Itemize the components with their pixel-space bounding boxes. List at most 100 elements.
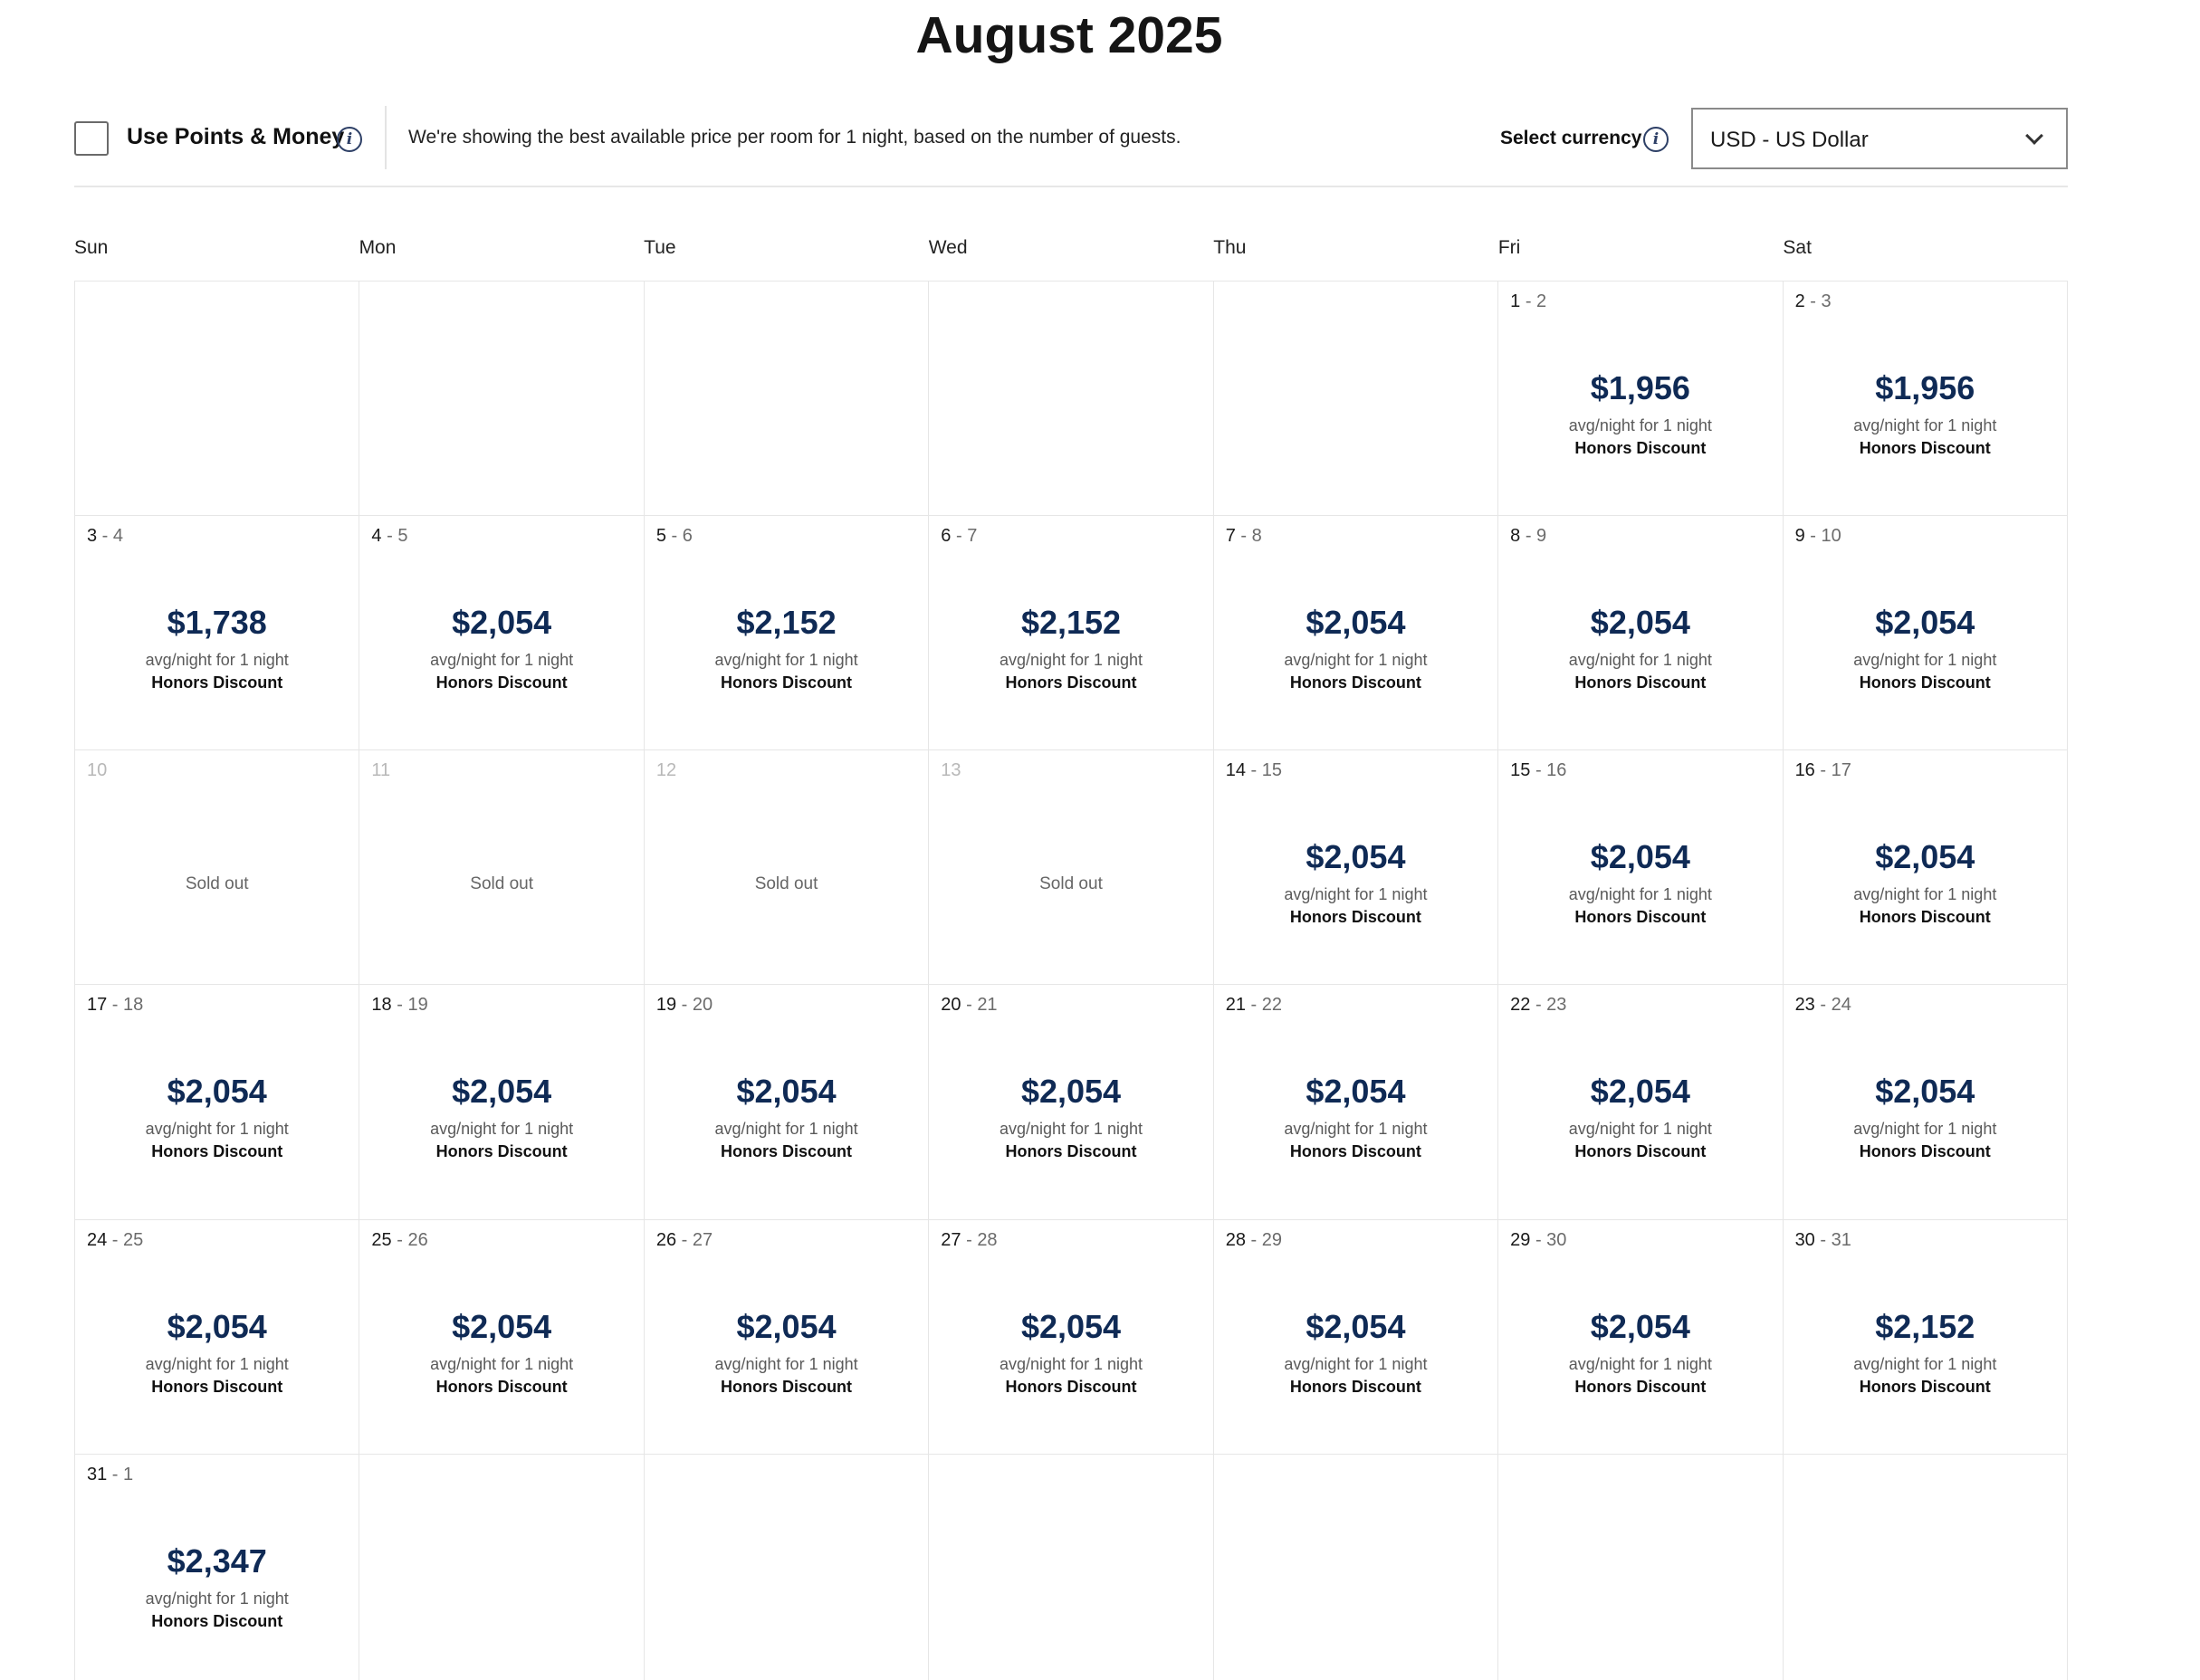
calendar-cell-day[interactable]: 24 - 25 $2,054 avg/night for 1 night Honors…: [75, 1219, 360, 1455]
date-range: 31 - 1: [87, 1465, 133, 1485]
calendar-cell-day[interactable]: 21 - 22 $2,054 avg/night for 1 night Honors…: [1213, 985, 1499, 1220]
use-points-label[interactable]: Use Points & Money: [127, 124, 345, 149]
calendar-cell-day[interactable]: 26 - 27 $2,054 avg/night for 1 night Honors…: [644, 1219, 930, 1455]
nightly-price: $2,054: [1875, 1073, 1975, 1111]
calendar-cell-day[interactable]: 31 - 1 $2,347 avg/night for 1 night Honors …: [75, 1454, 360, 1680]
calendar-cell-day[interactable]: 22 - 23 $2,054 avg/night for 1 night Honors…: [1498, 985, 1784, 1220]
check-in-day: 8: [1510, 526, 1521, 547]
rate-type-label: Honors Discount: [1574, 1142, 1707, 1161]
calendar-cell-day[interactable]: 16 - 17 $2,054 avg/night for 1 night Honors…: [1783, 750, 2068, 986]
check-out-day: 15: [1261, 760, 1282, 781]
nightly-price: $2,054: [452, 1073, 552, 1111]
date-range: 27 - 28: [941, 1230, 997, 1251]
check-out-day: 7: [967, 526, 978, 547]
calendar-cell-day[interactable]: 3 - 4 $1,738 avg/night for 1 night Honors D…: [75, 516, 360, 751]
calendar-cell-empty: [359, 1454, 645, 1680]
check-out-day: 20: [692, 995, 713, 1016]
calendar-cell-day[interactable]: 29 - 30 $2,054 avg/night for 1 night Honors…: [1498, 1219, 1784, 1455]
check-in-day: 19: [655, 995, 677, 1016]
price-note: avg/night for 1 night: [714, 1354, 858, 1373]
check-out-day: 4: [112, 526, 124, 547]
date-label: 13: [941, 760, 961, 781]
check-out-day: 23: [1546, 995, 1567, 1016]
check-out-day: 9: [1536, 526, 1547, 547]
check-out-day: 28: [977, 1229, 998, 1250]
calendar-cell-empty: [644, 282, 930, 517]
calendar-cell-day[interactable]: 30 - 31 $2,152 avg/night for 1 night Honors…: [1783, 1219, 2068, 1455]
check-out-day: 29: [1261, 1229, 1282, 1250]
calendar-cell-day[interactable]: 27 - 28 $2,054 avg/night for 1 night Honors…: [929, 1219, 1214, 1455]
check-in-day: 30: [1794, 1229, 1815, 1250]
weekday-label: Fri: [1497, 237, 1521, 258]
calendar-cell-day[interactable]: 7 - 8 $2,054 avg/night for 1 night Honors D…: [1213, 516, 1499, 751]
range-separator: -: [961, 1229, 978, 1250]
calendar-cell-day[interactable]: 1 - 2 $1,956 avg/night for 1 night Honors D…: [1498, 282, 1784, 517]
date-range: 23 - 24: [1795, 995, 1851, 1016]
check-in-day: 26: [655, 1229, 677, 1250]
nightly-price: $2,054: [1875, 838, 1975, 876]
check-out-day: 22: [1261, 995, 1282, 1016]
sold-out-label: Sold out: [754, 874, 818, 894]
calendar-cell-day[interactable]: 4 - 5 $2,054 avg/night for 1 night Honors D…: [359, 516, 645, 751]
range-separator: -: [665, 526, 683, 547]
calendar-cell-sold-out: 11 Sold out: [359, 750, 645, 986]
price-note: avg/night for 1 night: [1284, 885, 1428, 904]
range-separator: -: [1245, 995, 1262, 1016]
check-in-day: 20: [941, 995, 961, 1016]
weekday-label: Sun: [74, 237, 109, 258]
calendar-cell-day[interactable]: 14 - 15 $2,054 avg/night for 1 night Honors…: [1213, 750, 1499, 986]
date-range: 24 - 25: [87, 1230, 143, 1251]
date-range: 26 - 27: [656, 1230, 713, 1251]
date-label: 10: [87, 760, 108, 781]
calendar-cell-day[interactable]: 23 - 24 $2,054 avg/night for 1 night Honors…: [1783, 985, 2068, 1220]
check-out-day: 1: [123, 1464, 134, 1484]
check-out-day: 10: [1821, 526, 1841, 547]
check-in-day: 3: [87, 526, 98, 547]
check-out-day: 6: [682, 526, 693, 547]
weekday-header: Sun Mon Tue Wed Thu Fri Sat: [74, 237, 2068, 264]
rate-type-label: Honors Discount: [435, 1377, 568, 1396]
calendar-cell-day[interactable]: 6 - 7 $2,152 avg/night for 1 night Honors D…: [929, 516, 1214, 751]
rate-type-label: Honors Discount: [435, 1142, 568, 1161]
calendar-cell-day[interactable]: 2 - 3 $1,956 avg/night for 1 night Honors D…: [1783, 282, 2068, 517]
check-in-day: 31: [87, 1464, 108, 1484]
calendar-cell-day[interactable]: 5 - 6 $2,152 avg/night for 1 night Honors D…: [644, 516, 930, 751]
sold-out-label: Sold out: [1039, 874, 1103, 894]
calendar-cell-empty: [75, 282, 360, 517]
nightly-price: $1,956: [1875, 369, 1975, 406]
price-note: avg/night for 1 night: [430, 1354, 574, 1373]
currency-select[interactable]: USD - US Dollar: [1691, 108, 2068, 169]
price-note: avg/night for 1 night: [1853, 1120, 1997, 1139]
calendar-cell-empty: [929, 282, 1214, 517]
check-in-day: 17: [87, 995, 108, 1016]
rate-type-label: Honors Discount: [1289, 1142, 1421, 1161]
nightly-price: $2,152: [1875, 1307, 1975, 1345]
range-separator: -: [391, 995, 408, 1016]
calendar-cell-sold-out: 12 Sold out: [644, 750, 930, 986]
calendar-cell-day[interactable]: 8 - 9 $2,054 avg/night for 1 night Honors D…: [1498, 516, 1784, 751]
calendar-cell-empty: [1213, 1454, 1499, 1680]
price-note: avg/night for 1 night: [430, 1120, 574, 1139]
info-icon[interactable]: i: [337, 127, 362, 152]
calendar-cell-day[interactable]: 18 - 19 $2,054 avg/night for 1 night Honors…: [359, 985, 645, 1220]
calendar-cell-day[interactable]: 19 - 20 $2,054 avg/night for 1 night Honors…: [644, 985, 930, 1220]
range-separator: -: [1814, 760, 1832, 781]
calendar-cell-day[interactable]: 20 - 21 $2,054 avg/night for 1 night Honors…: [929, 985, 1214, 1220]
range-separator: -: [381, 526, 398, 547]
calendar-cell-day[interactable]: 15 - 16 $2,054 avg/night for 1 night Honors…: [1498, 750, 1784, 986]
calendar-cell-day[interactable]: 25 - 26 $2,054 avg/night for 1 night Honors…: [359, 1219, 645, 1455]
use-points-checkbox[interactable]: [74, 121, 109, 156]
calendar-cell-day[interactable]: 9 - 10 $2,054 avg/night for 1 night Honors …: [1783, 516, 2068, 751]
nightly-price: $1,738: [167, 604, 267, 642]
nightly-price: $2,054: [1020, 1307, 1122, 1345]
check-out-day: 31: [1831, 1229, 1851, 1250]
currency-info-icon[interactable]: i: [1643, 127, 1669, 152]
nightly-price: $2,054: [167, 1307, 267, 1345]
calendar-cell-day[interactable]: 17 - 18 $2,054 avg/night for 1 night Honors…: [75, 985, 360, 1220]
range-separator: -: [391, 1229, 408, 1250]
price-note: avg/night for 1 night: [714, 651, 858, 670]
calendar-cell-day[interactable]: 28 - 29 $2,054 avg/night for 1 night Honors…: [1213, 1219, 1499, 1455]
date-range: 6 - 7: [941, 526, 977, 547]
nightly-price: $2,054: [452, 1307, 552, 1345]
